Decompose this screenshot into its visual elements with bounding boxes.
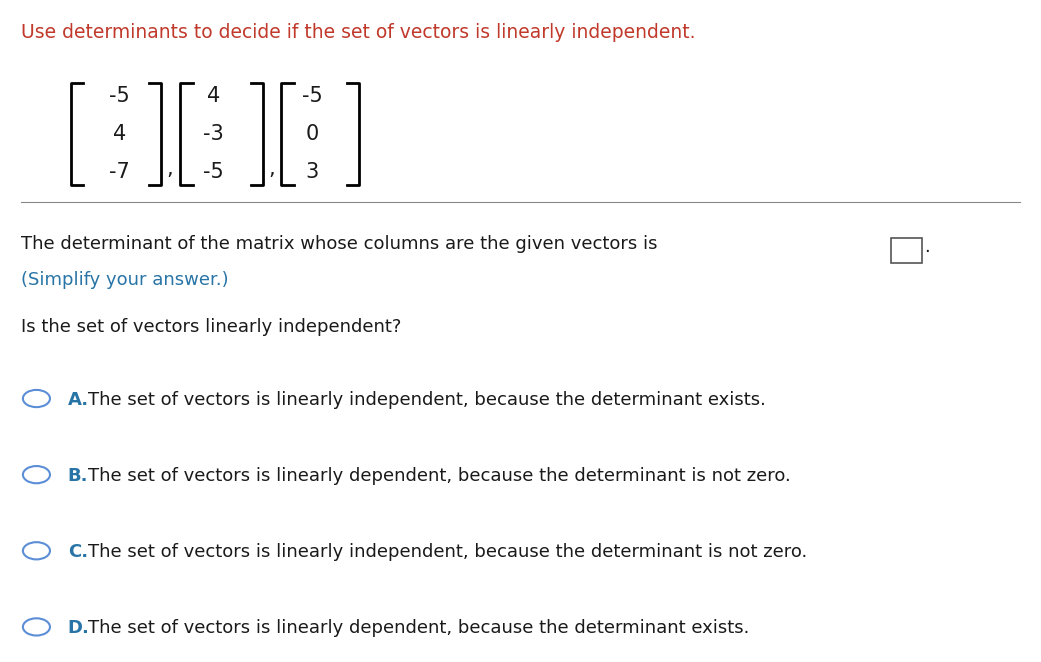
Text: The set of vectors is linearly independent, because the determinant exists.: The set of vectors is linearly independe…: [88, 391, 766, 408]
Text: -7: -7: [109, 162, 130, 182]
Text: C.: C.: [68, 543, 87, 561]
Text: B.: B.: [68, 467, 88, 485]
Text: .: .: [924, 238, 931, 256]
Text: The set of vectors is linearly independent, because the determinant is not zero.: The set of vectors is linearly independe…: [88, 543, 808, 561]
Text: Is the set of vectors linearly independent?: Is the set of vectors linearly independe…: [21, 318, 401, 336]
Text: 4: 4: [113, 124, 126, 144]
Text: (Simplify your answer.): (Simplify your answer.): [21, 271, 228, 289]
Text: The set of vectors is linearly dependent, because the determinant exists.: The set of vectors is linearly dependent…: [88, 619, 750, 637]
Text: 3: 3: [306, 162, 319, 182]
Text: The set of vectors is linearly dependent, because the determinant is not zero.: The set of vectors is linearly dependent…: [88, 467, 791, 485]
Text: ,: ,: [167, 159, 173, 179]
Text: 4: 4: [207, 86, 220, 106]
Text: -5: -5: [109, 86, 130, 106]
Text: 0: 0: [306, 124, 319, 144]
Text: A.: A.: [68, 391, 88, 408]
Text: The determinant of the matrix whose columns are the given vectors is: The determinant of the matrix whose colu…: [21, 235, 657, 253]
Text: -5: -5: [302, 86, 323, 106]
Text: Use determinants to decide if the set of vectors is linearly independent.: Use determinants to decide if the set of…: [21, 23, 695, 42]
Text: ,: ,: [269, 159, 275, 179]
FancyBboxPatch shape: [891, 238, 922, 263]
Text: -5: -5: [203, 162, 224, 182]
Text: -3: -3: [203, 124, 224, 144]
Text: D.: D.: [68, 619, 90, 637]
